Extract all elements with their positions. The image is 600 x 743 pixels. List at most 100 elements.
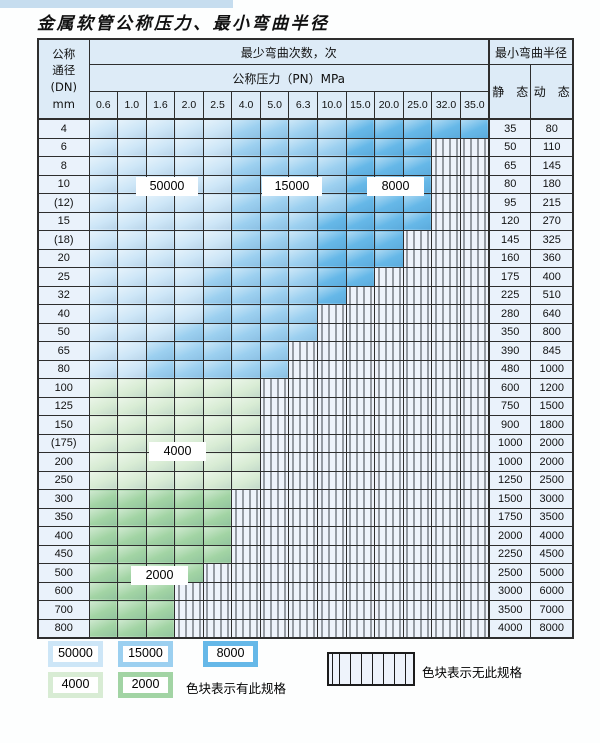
no-spec-cell [402,600,433,620]
spec-cell [288,304,318,324]
spec-cell [145,267,176,287]
spec-cell [259,322,290,342]
no-spec-cell [431,415,461,435]
static-radius-cell: 480 [487,359,532,379]
static-radius-cell: 280 [487,304,532,324]
no-spec-cell [402,563,433,583]
static-radius-cell: 50 [487,137,532,157]
no-spec-cell [288,544,318,564]
spec-cell [202,507,233,527]
table-row: 700 3500 7000 [37,600,574,620]
table-row: (175) 1000 2000 [37,433,574,453]
table-wrap: 公称 通径 (DN) mm 最少弯曲次数，次 最小弯曲半径 公称压力（PN）MP… [37,38,574,639]
static-radius-cell: 1000 [487,433,532,453]
no-spec-cell [288,452,318,472]
no-spec-cell [259,507,290,527]
spec-cell [88,230,119,250]
dynamic-radius-cell: 1200 [530,378,574,398]
spec-cell [117,211,147,231]
static-radius-cell: 1000 [487,452,532,472]
no-spec-cell [431,544,461,564]
no-spec-cell [431,248,461,268]
no-spec-cell [459,452,490,472]
spec-cell [231,156,261,176]
static-radius-cell: 65 [487,156,532,176]
spec-cell [202,378,233,398]
no-spec-cell [374,618,404,639]
spec-cell [117,304,147,324]
static-radius-cell: 35 [487,118,532,139]
dn-cell: (12) [37,193,90,213]
no-spec-cell [231,581,261,601]
dn-cell: 350 [37,507,90,527]
dn-cell: 25 [37,267,90,287]
dynamic-radius-cell: 1000 [530,359,574,379]
static-radius-cell: 350 [487,322,532,342]
spec-cell [202,396,233,416]
no-spec-cell [288,341,318,361]
no-spec-cell [345,581,376,601]
no-spec-cell [288,396,318,416]
no-spec-cell [345,433,376,453]
dn-cell: (18) [37,230,90,250]
spec-cell [117,470,147,490]
no-spec-cell [431,489,461,509]
pressure-col-header: 4.0 [231,91,261,120]
spec-cell [374,137,404,157]
table-row: 40 280 640 [37,304,574,324]
dynamic-radius-cell: 845 [530,341,574,361]
no-spec-cell [259,396,290,416]
table-row: 600 3000 6000 [37,581,574,601]
no-spec-cell [288,563,318,583]
no-spec-cell [317,396,347,416]
dynamic-radius-cell: 360 [530,248,574,268]
spec-cell [345,193,376,213]
dn-cell: 300 [37,489,90,509]
spec-cell [231,304,261,324]
no-spec-cell [317,489,347,509]
no-spec-cell [317,415,347,435]
spec-cell [202,489,233,509]
zone-label-50000: 50000 [136,177,198,196]
dynamic-radius-cell: 8000 [530,618,574,639]
spec-cell [259,248,290,268]
no-spec-cell [459,304,490,324]
spec-cell [402,137,433,157]
spec-cell [174,322,204,342]
no-spec-cell [402,267,433,287]
no-spec-cell [459,341,490,361]
spec-cell [259,211,290,231]
no-spec-cell [259,452,290,472]
static-radius-cell: 3000 [487,581,532,601]
spec-cell [117,489,147,509]
spec-cell [202,452,233,472]
no-spec-cell [259,600,290,620]
spec-cell [145,341,176,361]
spec-cell [145,396,176,416]
no-spec-cell [459,563,490,583]
no-spec-cell [345,526,376,546]
legend-swatch-15000: 15000 [118,641,173,667]
spec-cell [231,452,261,472]
dynamic-radius-cell: 7000 [530,600,574,620]
spec-cell [174,118,204,139]
spec-cell [231,378,261,398]
legend-has-spec-text: 色块表示有此规格 [186,681,287,696]
no-spec-cell [431,526,461,546]
dn-cell: 700 [37,600,90,620]
no-spec-cell [459,230,490,250]
dynamic-radius-cell: 3000 [530,489,574,509]
static-radius-cell: 2000 [487,526,532,546]
no-spec-cell [431,341,461,361]
no-spec-cell [459,156,490,176]
dn-header-line: 通径 [52,63,76,78]
dn-cell: 250 [37,470,90,490]
spec-cell [174,526,204,546]
dynamic-radius-cell: 2000 [530,433,574,453]
no-spec-cell [402,396,433,416]
no-spec-cell [345,322,376,342]
no-spec-cell [374,285,404,305]
pressure-col-header: 5.0 [259,91,290,120]
spec-cell [117,230,147,250]
